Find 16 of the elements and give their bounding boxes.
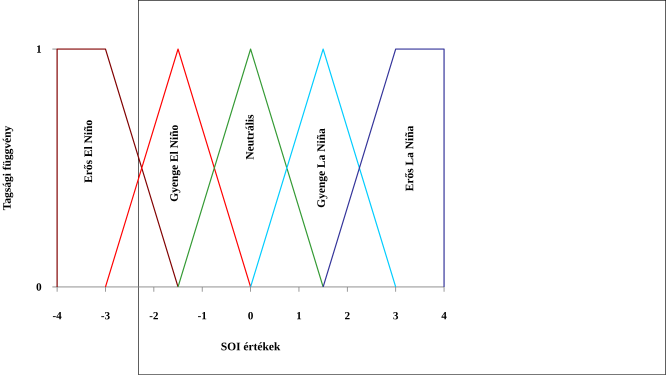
x-tick-label: -1	[198, 312, 206, 320]
x-tick-label: 3	[393, 312, 398, 320]
x-tick-label: -4	[52, 312, 62, 320]
x-tick-label: 0	[248, 312, 253, 320]
text: Erős El Niño	[84, 120, 92, 183]
x-tick-label: 2	[345, 312, 350, 320]
text: Erős La Niña	[405, 126, 414, 192]
text: Gyenge La Niña	[316, 128, 328, 208]
x-axis-title: SOI értékek	[221, 342, 280, 350]
x-tick-label: -3	[101, 312, 110, 320]
x-tick-label: -2	[150, 312, 158, 320]
text: Gyenge El Niño	[170, 125, 180, 202]
x-tick-label: 4	[441, 312, 447, 320]
x-tick-label: 1	[297, 312, 302, 320]
y-axis-title: Tagsági függvény	[2, 126, 14, 210]
text: Neutrális	[246, 114, 254, 160]
